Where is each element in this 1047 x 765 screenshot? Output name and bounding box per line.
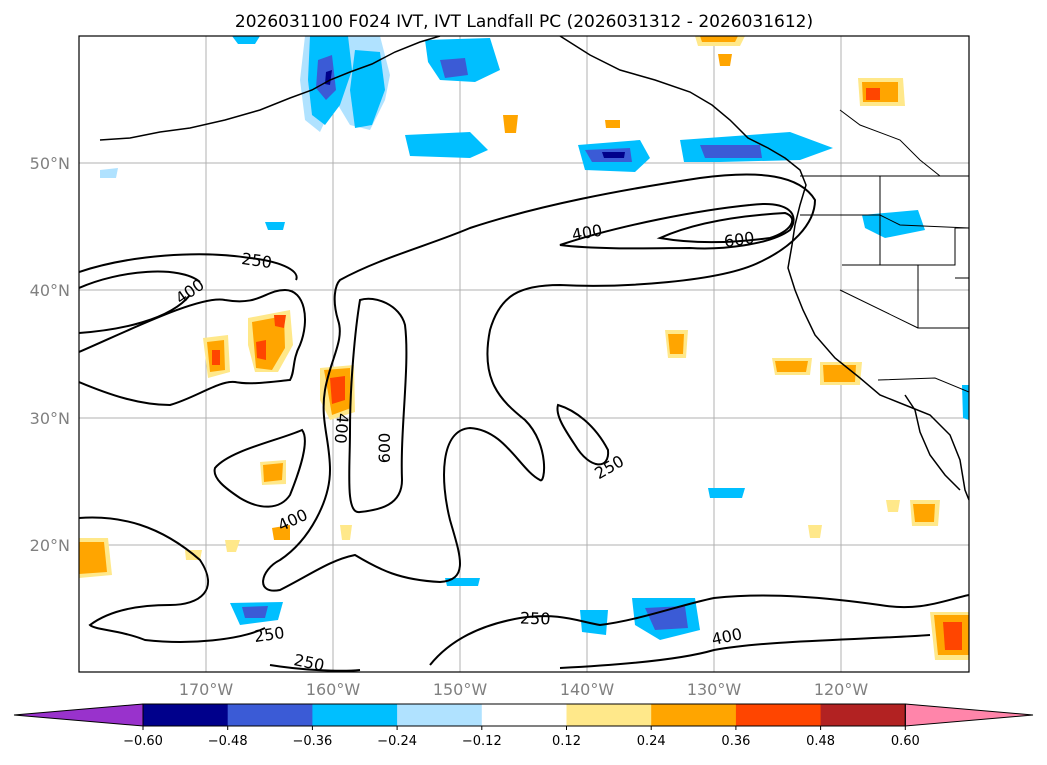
lat-label: 30°N [30, 409, 70, 428]
colorbar-segment [566, 704, 652, 726]
colorbar-tick-label: −0.12 [462, 734, 502, 749]
colorbar-segment [735, 704, 822, 726]
colorbar-segment [312, 704, 398, 726]
negative-pc-shading [100, 36, 969, 640]
colorbar: −0.60 −0.48 −0.36 −0.24 −0.12 0.12 0.24 0.36 0.4… [13, 703, 1034, 749]
contour-label: 400 [331, 412, 353, 444]
colorbar-segment [143, 704, 229, 726]
lat-label: 20°N [30, 536, 70, 555]
lon-label: 130°W [687, 680, 742, 699]
colorbar-segment [227, 704, 313, 726]
colorbar-tick-label: 0.12 [552, 734, 581, 749]
lon-label: 120°W [814, 680, 869, 699]
lat-label: 40°N [30, 281, 70, 300]
colorbar-tick-label: 0.24 [637, 734, 666, 749]
lon-label: 160°W [306, 680, 361, 699]
colorbar-segment [481, 704, 567, 726]
colorbar-tick-label: −0.36 [292, 734, 332, 749]
colorbar-tick-label: 0.48 [806, 734, 835, 749]
colorbar-tick-label: −0.60 [123, 734, 163, 749]
colorbar-segment [820, 704, 906, 726]
ivt-contours [79, 173, 969, 672]
colorbar-tick-label: 0.60 [891, 734, 920, 749]
political-borders [800, 109, 969, 393]
latitude-labels: 50°N 40°N 30°N 20°N [30, 154, 70, 555]
contour-label: 600 [723, 228, 756, 251]
figure-title: 2026031100 F024 IVT, IVT Landfall PC (20… [235, 12, 813, 32]
positive-pc-shading [79, 36, 969, 660]
colorbar-tick-label: −0.48 [208, 734, 248, 749]
lon-label: 140°W [560, 680, 615, 699]
contour-label: 250 [253, 623, 286, 646]
coastline [99, 36, 969, 501]
contour-label: 600 [375, 433, 394, 464]
longitude-labels: 170°W 160°W 150°W 140°W 130°W 120°W [179, 680, 869, 699]
lon-label: 150°W [433, 680, 488, 699]
contour-label: 250 [240, 249, 273, 272]
lat-label: 50°N [30, 154, 70, 173]
colorbar-extend-min [13, 703, 144, 727]
map-frame [78, 35, 970, 673]
colorbar-segment [651, 704, 737, 726]
contour-label: 250 [292, 650, 326, 675]
map-panel: 250 400 250 400 600 400 600 250 400 250 … [78, 35, 970, 675]
colorbar-tick-label: 0.36 [721, 734, 750, 749]
colorbar-frame [142, 703, 906, 727]
contour-label: 250 [520, 608, 551, 628]
colorbar-tick-label: −0.24 [377, 734, 417, 749]
colorbar-extend-max [904, 703, 1034, 727]
lon-label: 170°W [179, 680, 234, 699]
colorbar-segment [397, 704, 483, 726]
